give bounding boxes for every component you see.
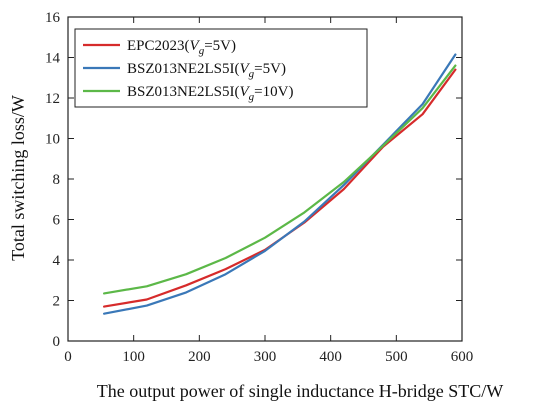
legend-label-tail: =5V) [204,38,236,54]
legend-label-var: V [240,84,251,100]
x-tick-label: 500 [385,349,408,365]
y-tick-label: 16 [45,10,61,26]
series-line-2 [102,53,457,315]
y-tick-label: 0 [53,334,61,350]
legend-box [74,28,368,108]
x-tick-label: 100 [122,349,145,365]
series-line-3 [102,64,457,295]
legend-label-sub: g [249,91,255,103]
legend-label-2: BSZ013NE2LS5I(Vg=5V) [127,61,286,80]
legend-label-1: EPC2023(Vg=5V) [127,38,236,57]
x-tick-label: 300 [254,349,277,365]
legend-label-main: BSZ013NE2LS5I( [127,61,240,77]
x-axis-label: The output power of single inductance H-… [97,381,503,401]
x-tick-label: 200 [188,349,211,365]
legend: EPC2023(Vg=5V)BSZ013NE2LS5I(Vg=5V)BSZ013… [74,28,368,108]
legend-label-sub: g [199,45,205,57]
legend-label-var: V [190,38,201,54]
legend-label-main: BSZ013NE2LS5I( [127,84,240,100]
y-axis-label: Total switching loss/W [8,95,28,261]
legend-label-main: EPC2023( [127,38,190,54]
legend-label-var: V [240,61,251,77]
legend-label-tail: =5V) [254,61,286,77]
series-lines [102,53,457,315]
y-tick-label: 14 [45,51,61,67]
legend-label-tail: =10V) [254,84,293,100]
y-tick-label: 12 [45,91,60,107]
x-tick-label: 600 [451,349,474,365]
y-tick-label: 2 [53,294,61,310]
x-axis: 0 100 200 300 400 500 600 [64,17,473,365]
x-tick-label: 400 [319,349,342,365]
x-tick-label: 0 [64,349,72,365]
y-tick-label: 6 [53,213,61,229]
y-axis: 0 2 4 6 8 10 12 14 16 [45,10,462,350]
y-tick-label: 10 [45,132,60,148]
legend-label-sub: g [249,68,255,80]
y-tick-label: 8 [53,172,61,188]
legend-label-3: BSZ013NE2LS5I(Vg=10V) [127,84,293,103]
y-tick-label: 4 [53,253,61,269]
